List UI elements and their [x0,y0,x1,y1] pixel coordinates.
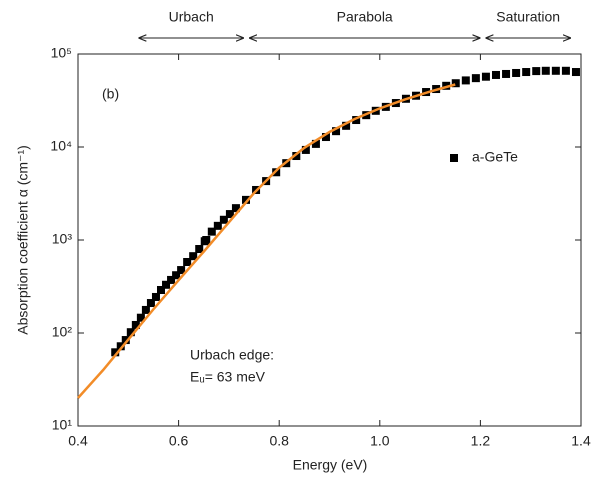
data-point [301,145,310,154]
data-point [532,67,541,76]
data-point [195,245,204,254]
data-point [151,292,160,301]
data-point [156,285,165,294]
annotation: Urbach edge: [190,347,274,363]
panel-label: (b) [102,86,119,102]
data-point [242,195,251,204]
region-label: Urbach [169,9,214,25]
data-point [146,299,155,308]
data-point [225,210,234,219]
data-point [551,66,560,75]
legend-marker [450,154,458,162]
data-point [522,68,531,77]
data-point [461,76,470,85]
data-point [162,280,171,289]
x-axis-label: Energy (eV) [293,457,368,473]
y-tick-label: 10⁵ [51,45,72,61]
data-point [451,79,460,88]
data-point [471,74,480,83]
data-point [502,69,511,78]
annotation: Eᵤ= 63 meV [190,369,266,385]
data-point [332,127,341,136]
data-point [177,266,186,275]
data-point [219,215,228,224]
data-point [183,258,192,267]
plot-frame [77,53,582,427]
data-point [111,348,120,357]
data-point [491,70,500,79]
x-tick-label: 0.8 [269,433,289,449]
x-tick-label: 0.4 [68,433,88,449]
y-tick-label: 10⁴ [50,138,72,154]
data-point [167,275,176,284]
data-point [207,227,216,236]
data-point [231,204,240,213]
data-point [561,66,570,75]
data-point [136,313,145,322]
data-point [131,320,140,329]
data-point [481,72,490,81]
data-point [141,305,150,314]
x-tick-label: 1.2 [471,433,491,449]
x-tick-label: 0.6 [169,433,189,449]
data-point [116,342,125,351]
y-tick-label: 10² [52,324,73,340]
data-point [126,328,135,337]
data-point [121,336,130,345]
region-label: Saturation [496,9,560,25]
data-point [512,68,521,77]
x-tick-label: 1.0 [370,433,390,449]
fit-line [77,83,456,399]
data-point [292,152,301,161]
data-point [541,66,550,75]
data-point [571,68,580,77]
y-tick-label: 10¹ [52,417,73,433]
data-point [213,221,222,230]
data-point [352,116,361,125]
legend-label: a-GeTe [472,149,518,165]
data-point [202,236,211,244]
data-point [311,139,320,148]
y-axis-label: Absorption coefficient α (cm⁻¹) [15,145,31,335]
x-tick-label: 1.4 [571,433,591,449]
data-point [321,133,330,142]
y-tick-label: 10³ [52,231,73,247]
data-point [342,121,351,130]
data-point [189,252,198,261]
data-point [172,271,181,280]
region-label: Parabola [337,9,393,25]
